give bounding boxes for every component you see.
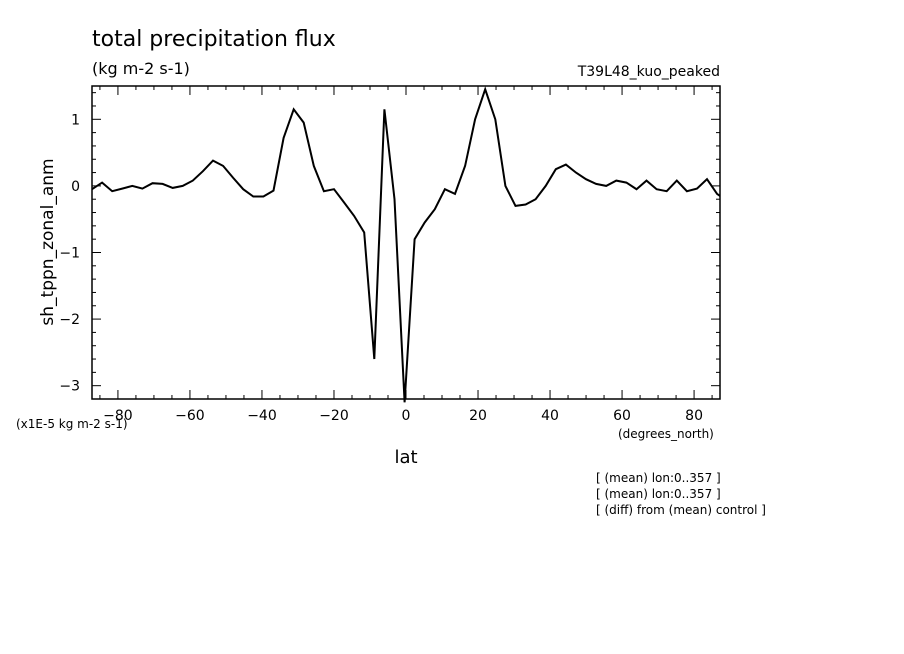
run-label: T39L48_kuo_peaked	[577, 64, 720, 80]
note-1: [ (mean) lon:0..357 ]	[596, 471, 721, 485]
x-tick-label: 80	[685, 408, 703, 424]
x-tick-label: −20	[319, 408, 349, 424]
series-line	[91, 86, 721, 403]
x-tick-label: 40	[541, 408, 559, 424]
x-tick-label: −80	[103, 408, 133, 424]
x-tick-label: −60	[175, 408, 205, 424]
y-tick-label: 1	[71, 112, 80, 128]
scale-note: (x1E-5 kg m-2 s-1)	[16, 417, 128, 431]
y-tick-label: 0	[71, 179, 80, 195]
x-tick-label: 60	[613, 408, 631, 424]
y-axis-label: sh_tppn_zonal_anm	[38, 158, 58, 325]
y-tick-label: −3	[59, 379, 80, 395]
x-axis-label: lat	[394, 447, 417, 468]
y-tick-label: −2	[59, 312, 80, 328]
plot-area: −80 −60 −40 −20 0 20 40 60 80 1 0 −1 −2 −3	[59, 85, 721, 424]
tick-labels: −80 −60 −40 −20 0 20 40 60 80 1 0 −1 −2 −3	[59, 112, 703, 424]
chart-title: total precipitation flux	[92, 27, 336, 52]
x-unit-label: (degrees_north)	[618, 427, 714, 441]
tick-marks	[92, 86, 720, 400]
note-3: [ (diff) from (mean) control ]	[596, 503, 766, 517]
y-tick-label: −1	[59, 245, 80, 261]
x-tick-label: 0	[402, 408, 411, 424]
x-tick-label: −40	[247, 408, 277, 424]
note-2: [ (mean) lon:0..357 ]	[596, 487, 721, 501]
x-tick-label: 20	[469, 408, 487, 424]
plot-frame	[91, 85, 721, 400]
chart-units: (kg m-2 s-1)	[92, 59, 190, 78]
